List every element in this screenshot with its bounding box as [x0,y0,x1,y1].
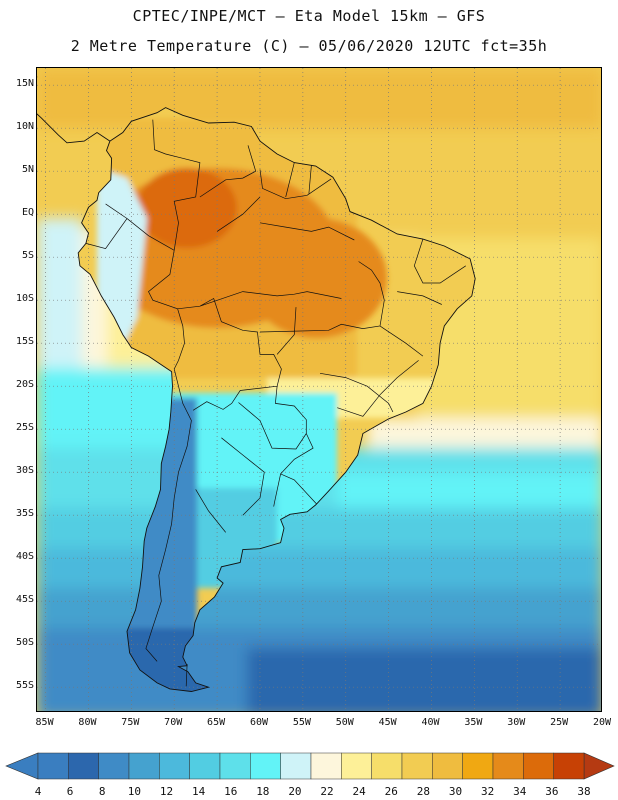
colorbar-label: 24 [352,785,366,798]
latitude-label: 15S [15,336,34,348]
longitude-label: 70W [164,717,183,728]
colorbar-swatch [219,752,251,780]
colorbar-label: 14 [191,785,206,798]
longitude-label: 65W [207,717,226,728]
colorbar-swatch [523,752,554,780]
colorbar-swatch [159,752,190,780]
colorbar-label: 32 [481,785,495,798]
colorbar-label: 6 [66,785,74,798]
longitude-label: 85W [35,717,54,728]
colorbar-swatch [401,752,433,780]
colorbar-swatch [189,752,221,780]
colorbar-swatch [432,752,463,780]
longitude-label: 80W [78,717,97,728]
colorbar-swatch [492,752,524,780]
colorbar-swatch [128,752,160,780]
latitude-label: 55S [15,680,34,692]
colorbar-label: 28 [416,785,431,798]
colorbar-swatch [371,752,403,780]
longitude-label: 25W [550,717,569,728]
colorbar-label: 8 [98,785,106,798]
longitude-label: 45W [378,717,397,728]
temperature-map [36,67,602,712]
longitude-label: 30W [507,717,526,728]
latitude-label: 15N [15,78,34,90]
longitude-label: 20W [592,717,612,728]
latitude-label: 25S [15,422,34,434]
latitude-label: 30S [15,465,34,477]
colorbar-label: 16 [224,785,238,798]
colorbar-low-extension [5,752,39,780]
longitude-label: 40W [421,717,440,728]
colorbar-swatch [462,752,494,780]
longitude-label: 60W [249,717,268,728]
colorbar-swatch [341,752,372,780]
colorbar-label: 20 [288,785,302,798]
map-canvas [37,68,601,711]
colorbar-high-extension [583,752,615,780]
latitude-label: 10N [15,121,34,133]
map-subtitle: 2 Metre Temperature (C) – 05/06/2020 12U… [70,37,548,55]
latitude-label: 10S [15,293,34,305]
colorbar-label: 12 [159,785,174,798]
colorbar-label: 36 [545,785,559,798]
latitude-label: 40S [15,551,34,563]
latitude-label: 20S [15,379,34,391]
coastlines-and-borders [37,76,476,692]
colorbar-swatch [280,752,312,780]
colorbar-label: 4 [34,785,42,798]
colorbar-swatch [98,752,130,780]
colorbar-label: 10 [127,785,141,798]
colorbar-swatch [310,752,342,780]
latitude-label: 5S [21,250,34,262]
map-title: CPTEC/INPE/MCT – Eta Model 15km – GFS [132,7,486,25]
colorbar-label: 18 [256,785,270,798]
longitude-label: 55W [292,717,311,728]
colorbar-label: 38 [577,785,591,798]
latitude-label: EQ [21,207,34,219]
colorbar-swatch [68,752,99,780]
colorbar-label: 30 [448,785,463,798]
colorbar-swatch [250,752,281,780]
colorbar-label: 26 [384,785,398,798]
longitude-label: 50W [335,717,354,728]
longitude-label: 75W [121,717,140,728]
colorbar-swatch [553,752,585,780]
latitude-label: 35S [15,508,34,520]
colorbar-label: 34 [513,785,527,798]
latitude-label: 5N [21,164,34,176]
latitude-label: 50S [15,637,34,649]
colorbar-swatch [37,752,69,780]
colorbar-label: 22 [320,785,334,798]
longitude-label: 35W [464,717,483,728]
latitude-label: 45S [15,594,34,606]
